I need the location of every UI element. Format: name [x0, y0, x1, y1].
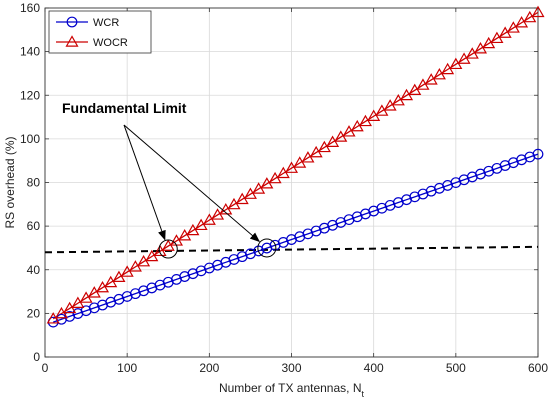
plot-border [44, 7, 539, 358]
wcr-point [532, 148, 544, 160]
wocr-legend-label: WOCR [93, 37, 128, 49]
annotation-label: Fundamental Limit [62, 100, 187, 116]
series-markers [46, 5, 545, 328]
y-tick-label: 60 [27, 219, 41, 233]
y-tick-label: 140 [20, 45, 40, 59]
y-tick-label: 80 [27, 176, 41, 190]
limit-circle [257, 238, 277, 258]
wocr-point [531, 5, 545, 18]
x-tick-label: 200 [199, 361, 219, 375]
x-tick-label: 300 [281, 361, 301, 375]
y-tick-label: 20 [27, 306, 41, 320]
y-tick-label: 160 [20, 1, 40, 15]
wcr-legend-label: WCR [93, 17, 119, 29]
y-tick-label: 0 [33, 350, 40, 364]
reference-line [44, 245, 539, 254]
wcr-legend-marker [66, 16, 78, 28]
plot-frame [44, 7, 539, 358]
x-tick-label: 100 [117, 361, 137, 375]
wocr-legend-marker [65, 35, 79, 47]
x-axis-label: Number of TX antennas, Nt [219, 381, 365, 399]
x-tick-label: 600 [528, 361, 548, 375]
limit-circle [158, 239, 178, 259]
x-tick-label: 0 [42, 361, 49, 375]
x-tick-label: 400 [364, 361, 384, 375]
legend: WCR WOCR [48, 10, 152, 54]
annotation: Fundamental Limit [62, 100, 277, 259]
x-tick-label: 500 [446, 361, 466, 375]
y-tick-label: 40 [27, 263, 41, 277]
y-axis-label: RS overhead (%) [3, 136, 17, 228]
y-tick-label: 100 [20, 132, 40, 146]
tick-labels: 0 100 200 300 400 500 600 0 20 40 60 80 100 120 140 160 [20, 1, 548, 375]
annotation-arrow [123, 124, 166, 241]
annotation-arrow [123, 124, 261, 243]
y-tick-label: 120 [20, 88, 40, 102]
fundamental-limit-line [44, 245, 539, 254]
